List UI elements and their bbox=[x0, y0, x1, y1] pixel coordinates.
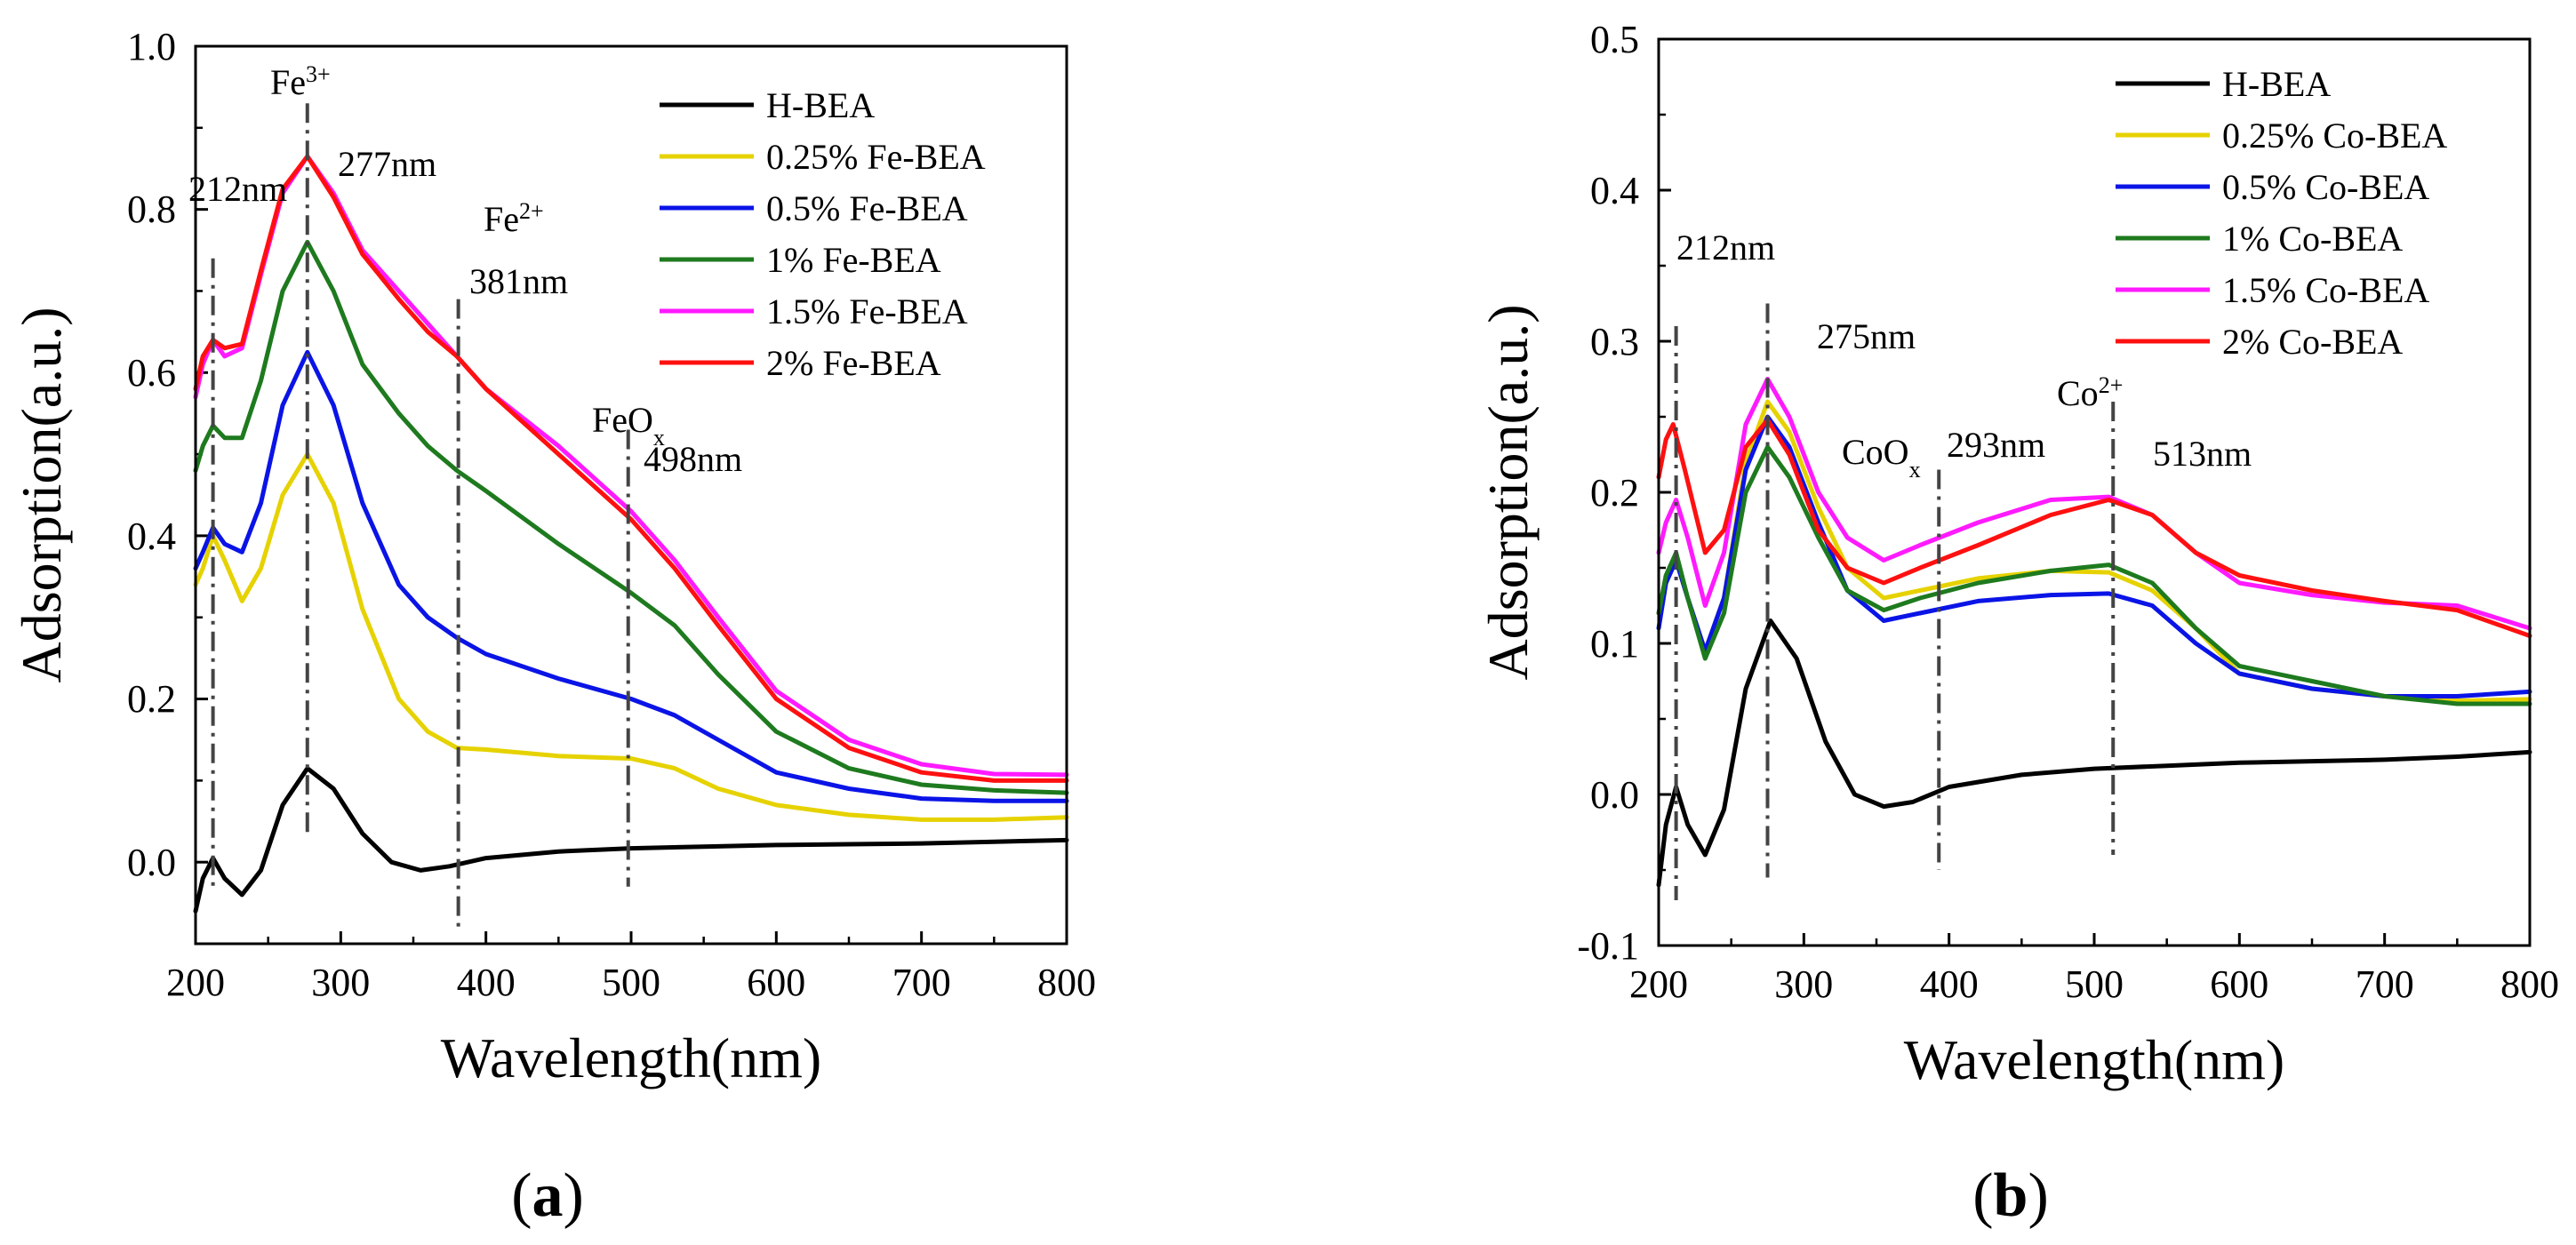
plot-frame-b bbox=[1657, 37, 2532, 947]
series-line bbox=[193, 349, 1069, 803]
legend-item: 2% Fe-BEA bbox=[660, 343, 941, 383]
legend-a: H-BEA 0.25% Fe-BEA 0.5% Fe-BEA 1% Fe-BEA… bbox=[660, 85, 986, 383]
legend-item: 0.25% Fe-BEA bbox=[660, 137, 986, 177]
x-tick-label: 600 bbox=[2210, 962, 2268, 1006]
series-line bbox=[193, 154, 1069, 778]
legend-label: 1% Fe-BEA bbox=[766, 240, 941, 280]
x-tick-label: 200 bbox=[166, 961, 225, 1004]
legend-item: H-BEA bbox=[660, 85, 875, 125]
y-tick-label: 0.2 bbox=[127, 677, 176, 721]
panel-label-b: (b) bbox=[1972, 1161, 2049, 1230]
annotation-212nm: 212nm bbox=[188, 169, 287, 209]
legend-label: H-BEA bbox=[2222, 64, 2331, 104]
series-line bbox=[193, 154, 1069, 783]
reference-lines-a bbox=[211, 103, 630, 928]
y-tick-label: 0.6 bbox=[127, 351, 176, 395]
y-tick-label: 1.0 bbox=[127, 25, 176, 68]
x-axis-title: Wavelength(nm) bbox=[441, 1026, 821, 1089]
annotation-species-coox: CoOx bbox=[1842, 432, 1921, 483]
x-tick-label: 500 bbox=[2065, 962, 2124, 1006]
x-tick-label: 500 bbox=[602, 961, 660, 1004]
y-tick-label: 0.1 bbox=[1590, 622, 1639, 666]
legend-label: 1.5% Co-BEA bbox=[2222, 270, 2429, 310]
chart-panel-b: 200 300 400 500 600 700 800 -0.1 0.0 0.1… bbox=[1476, 18, 2559, 1230]
x-tick-label: 300 bbox=[1774, 962, 1833, 1006]
annotation-212nm: 212nm bbox=[1676, 227, 1775, 267]
y-tick-label: 0.0 bbox=[1590, 773, 1639, 817]
y-axis-title: Adsorption(a.u.) bbox=[1476, 304, 1540, 680]
y-tick-label: -0.1 bbox=[1577, 924, 1639, 968]
annotation-498nm: 498nm bbox=[644, 439, 742, 479]
annotation-277nm: 277nm bbox=[338, 144, 436, 184]
reference-lines-b bbox=[1674, 303, 2116, 900]
legend-item: 0.5% Co-BEA bbox=[2116, 167, 2429, 207]
y-tick-label: 0.5 bbox=[1590, 18, 1639, 61]
annotation-species-fe2: Fe2+ bbox=[484, 198, 544, 240]
annotation-species-feox: FeOx bbox=[592, 400, 665, 451]
series-lines-b bbox=[1656, 377, 2532, 888]
legend-b: H-BEA 0.25% Co-BEA 0.5% Co-BEA 1% Co-BEA… bbox=[2116, 64, 2447, 362]
legend-item: 1.5% Co-BEA bbox=[2116, 270, 2429, 310]
y-tick-label: 0.4 bbox=[127, 515, 176, 558]
series-line bbox=[1656, 619, 2532, 888]
x-tick-label: 300 bbox=[311, 961, 370, 1004]
x-tick-label: 400 bbox=[1920, 962, 1979, 1006]
y-tick-label: 0.4 bbox=[1590, 169, 1639, 212]
annotation-species-fe3: Fe3+ bbox=[270, 61, 331, 103]
legend-label: 0.5% Co-BEA bbox=[2222, 167, 2429, 207]
legend-label: 0.25% Fe-BEA bbox=[766, 137, 986, 177]
y-tick-label: 0.3 bbox=[1590, 320, 1639, 363]
y-tick-label: 0.8 bbox=[127, 188, 176, 231]
series-lines-a bbox=[193, 154, 1069, 914]
annotation-species-co2: Co2+ bbox=[2057, 372, 2123, 414]
x-tick-label: 600 bbox=[747, 961, 805, 1004]
annotation-513nm: 513nm bbox=[2153, 434, 2252, 474]
x-axis-title: Wavelength(nm) bbox=[1904, 1028, 2284, 1091]
x-tick-label: 800 bbox=[1037, 961, 1096, 1004]
legend-item: 2% Co-BEA bbox=[2116, 322, 2403, 362]
y-tick-label: 0.2 bbox=[1590, 471, 1639, 515]
y-axis-title: Adsorption(a.u.) bbox=[10, 307, 73, 682]
x-tick-label: 200 bbox=[1629, 962, 1688, 1006]
panel-label-a: (a) bbox=[511, 1161, 584, 1230]
annotation-275nm: 275nm bbox=[1817, 316, 1916, 356]
series-line bbox=[193, 766, 1069, 914]
plot-frame-a bbox=[194, 44, 1068, 946]
annotation-293nm: 293nm bbox=[1947, 425, 2045, 465]
legend-label: H-BEA bbox=[766, 85, 875, 125]
legend-item: 0.5% Fe-BEA bbox=[660, 188, 968, 228]
series-line bbox=[1656, 377, 2532, 631]
legend-label: 1.5% Fe-BEA bbox=[766, 291, 968, 331]
legend-item: 0.25% Co-BEA bbox=[2116, 116, 2447, 156]
legend-label: 2% Fe-BEA bbox=[766, 343, 941, 383]
x-tick-label: 700 bbox=[2356, 962, 2414, 1006]
annotation-381nm: 381nm bbox=[469, 261, 568, 301]
legend-label: 1% Co-BEA bbox=[2222, 219, 2403, 259]
chart-panel-a: 200 300 400 500 600 700 800 0.0 0.2 0.4 … bbox=[10, 25, 1096, 1230]
legend-item: 1.5% Fe-BEA bbox=[660, 291, 968, 331]
series-line bbox=[193, 239, 1069, 795]
legend-label: 0.5% Fe-BEA bbox=[766, 188, 968, 228]
series-line bbox=[1656, 444, 2532, 706]
series-line bbox=[193, 451, 1069, 822]
y-tick-label: 0.0 bbox=[127, 841, 176, 884]
legend-item: H-BEA bbox=[2116, 64, 2331, 104]
x-tick-label: 700 bbox=[892, 961, 951, 1004]
legend-item: 1% Fe-BEA bbox=[660, 240, 941, 280]
legend-item: 1% Co-BEA bbox=[2116, 219, 2403, 259]
series-line bbox=[1656, 417, 2532, 638]
x-tick-label: 800 bbox=[2500, 962, 2559, 1006]
legend-label: 2% Co-BEA bbox=[2222, 322, 2403, 362]
legend-label: 0.25% Co-BEA bbox=[2222, 116, 2447, 156]
x-tick-label: 400 bbox=[457, 961, 516, 1004]
